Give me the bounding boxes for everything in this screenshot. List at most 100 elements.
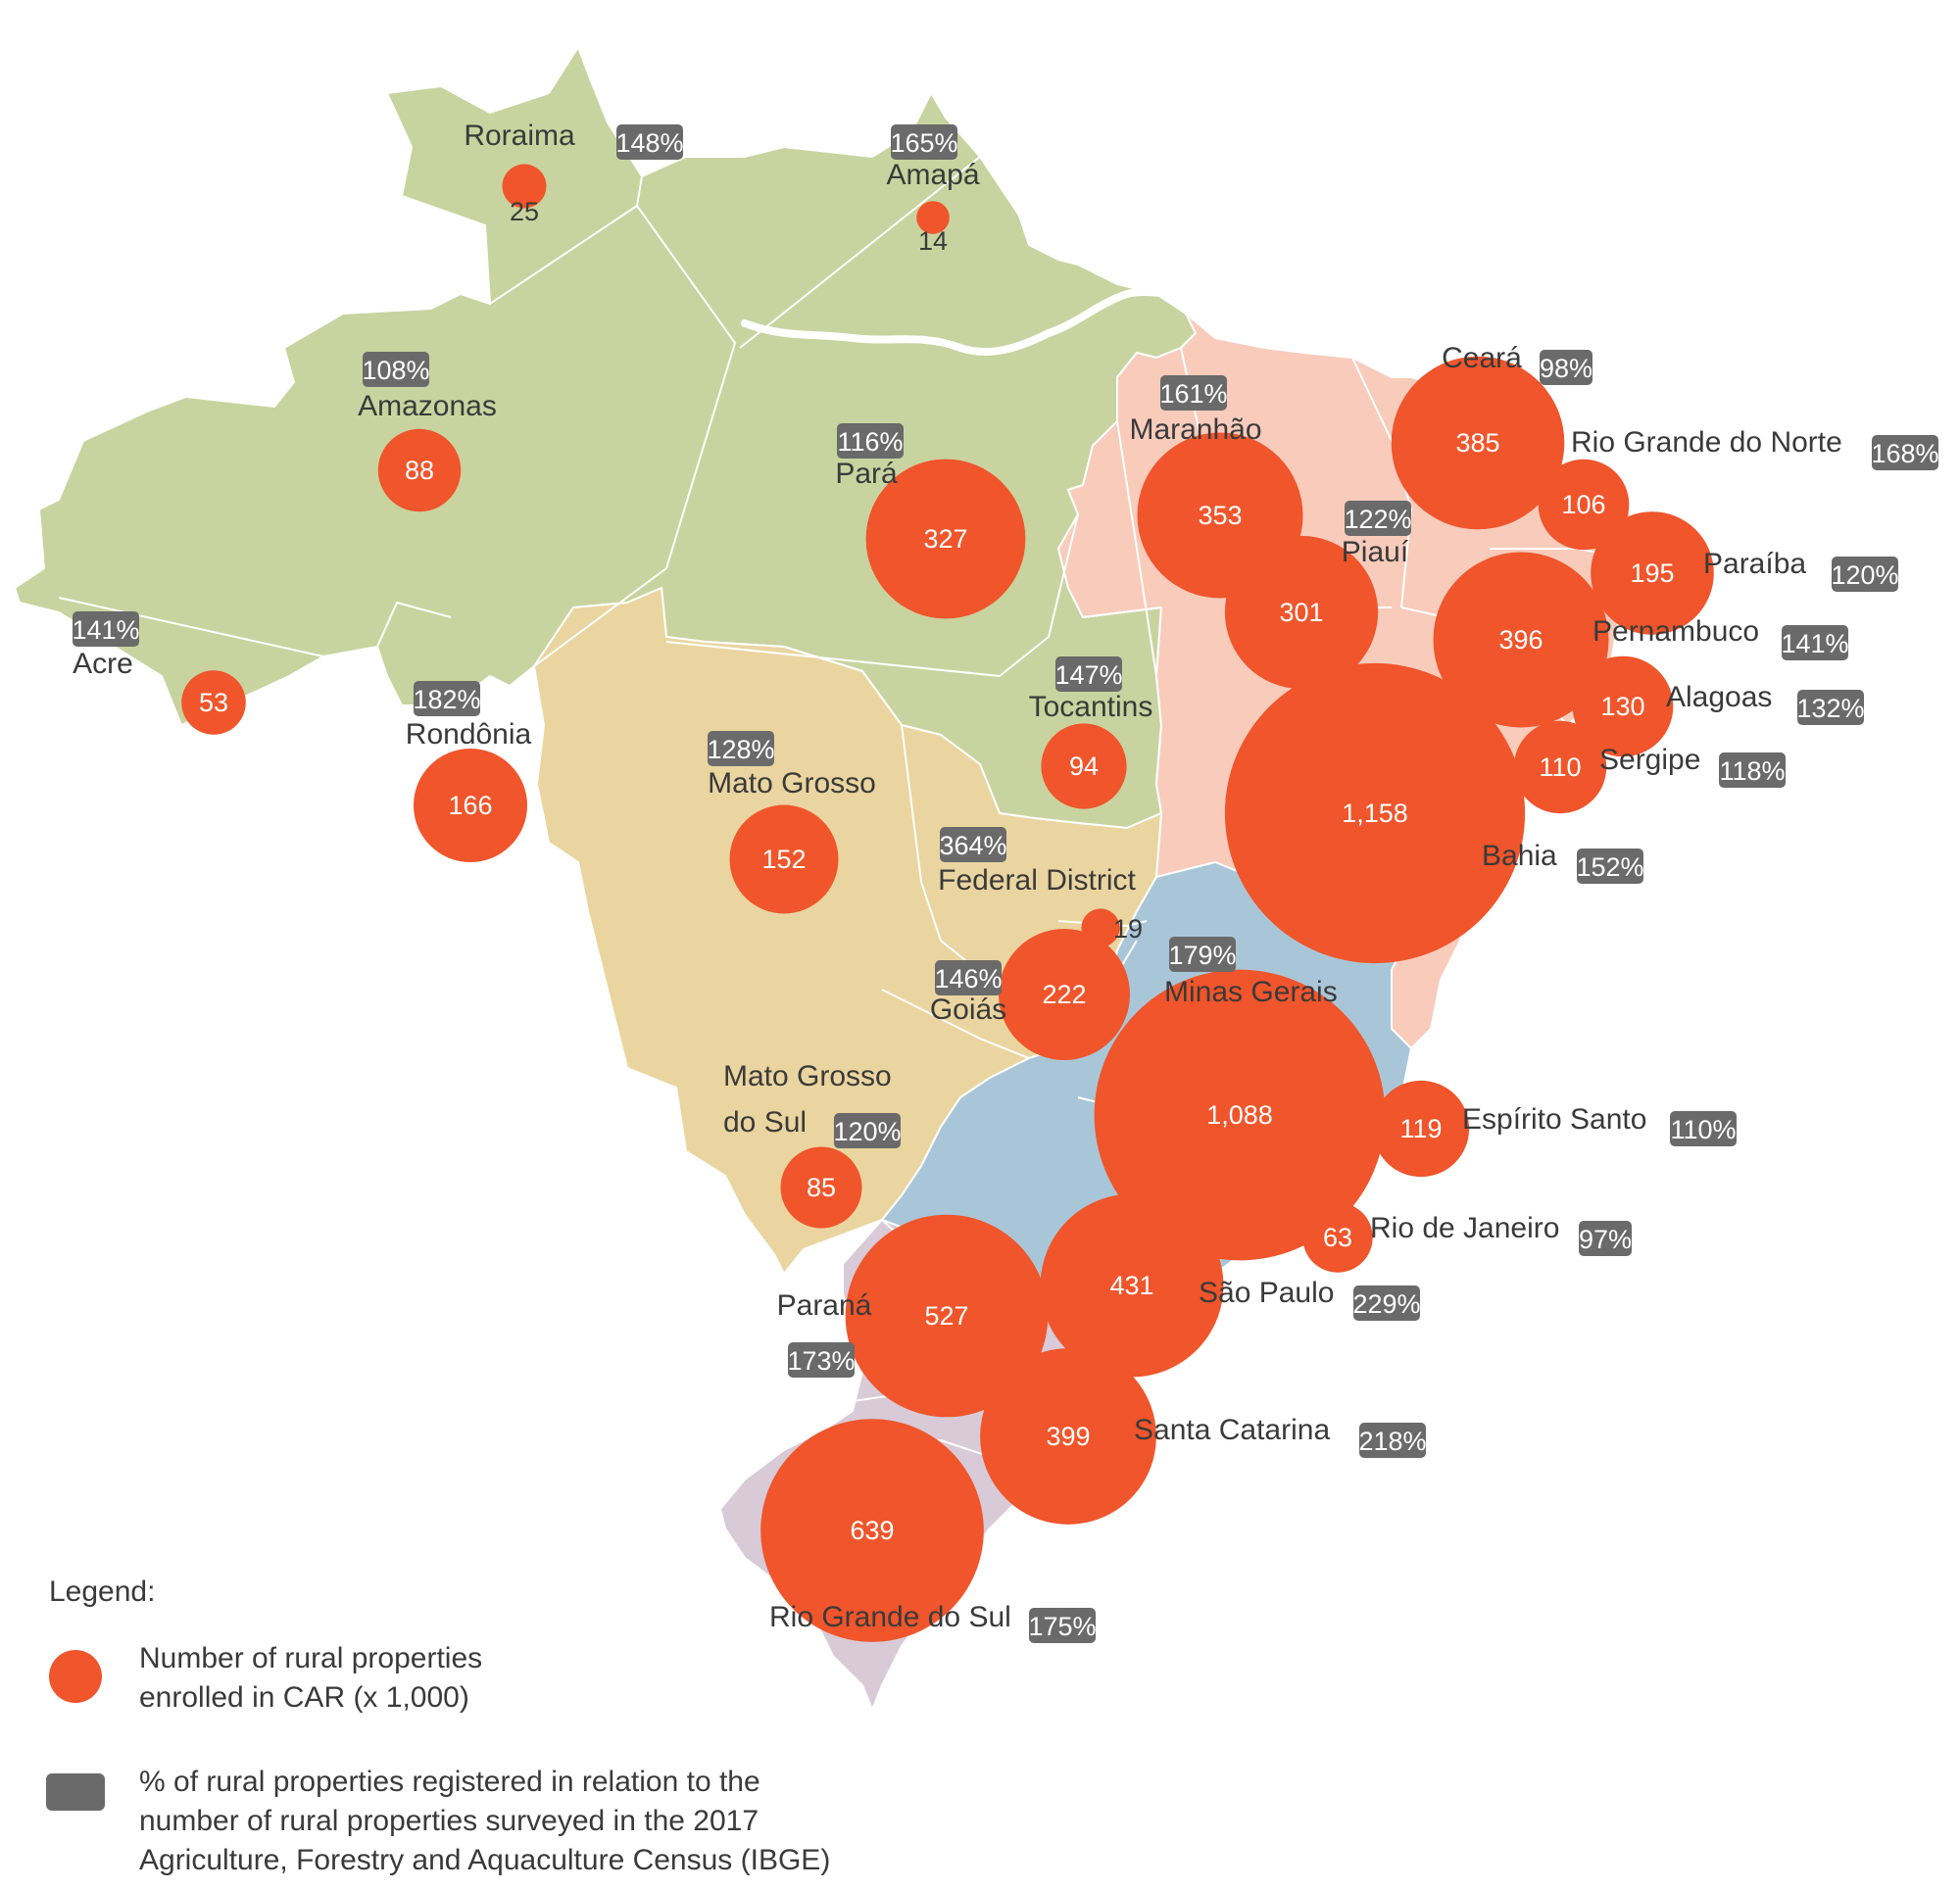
label-para: Pará	[835, 458, 898, 490]
percent-amazonas: 108%	[362, 356, 429, 385]
percent-badge-mato-grosso	[708, 731, 774, 766]
bubble-rondonia	[414, 749, 527, 862]
percent-sao-paulo: 229%	[1352, 1289, 1420, 1319]
label-parana: Paraná	[777, 1289, 872, 1322]
percent-alagoas: 132%	[1796, 694, 1864, 723]
bubble-sao-paulo	[1040, 1193, 1224, 1378]
percent-badge-amazonas	[363, 352, 429, 387]
percent-acre: 141%	[72, 615, 139, 645]
state-pernambuco: 396 Pernambuco 141%	[1433, 552, 1849, 728]
legend-bubble-line1: Number of rural properties	[139, 1642, 482, 1674]
percent-badge-amapa	[891, 124, 957, 160]
percent-badge-mato-grosso-do-sul	[834, 1113, 901, 1148]
bubble-parana	[845, 1214, 1049, 1418]
label-mato-grosso-do-sul-line1: Mato Grosso	[723, 1060, 892, 1092]
percent-badge-sao-paulo	[1353, 1285, 1420, 1321]
value-federal-district: 19	[1113, 914, 1143, 944]
value-alagoas: 130	[1600, 692, 1644, 721]
bubble-amazonas	[377, 428, 462, 512]
percent-badge-goias	[935, 960, 1002, 995]
label-sao-paulo: São Paulo	[1199, 1277, 1334, 1309]
label-pernambuco: Pernambuco	[1592, 615, 1759, 648]
label-bahia: Bahia	[1482, 840, 1557, 872]
percent-badge-bahia	[1577, 849, 1643, 884]
bubble-mato-grosso-do-sul	[780, 1146, 862, 1229]
percent-badge-pernambuco	[1782, 625, 1848, 660]
percent-badge-rio-grande-do-sul	[1029, 1608, 1096, 1643]
label-santa-catarina: Santa Catarina	[1134, 1414, 1330, 1446]
state-alagoas: 130 Alagoas 132%	[1572, 655, 1865, 757]
legend-bubble-line2: enrolled in CAR (x 1,000)	[139, 1681, 469, 1714]
percent-roraima: 148%	[615, 128, 683, 158]
bubble-rio-grande-do-sul	[760, 1419, 984, 1642]
bubble-rio-grande-do-norte	[1538, 459, 1630, 551]
label-rondonia: Rondônia	[406, 718, 532, 751]
bubble-espirito-santo	[1372, 1080, 1470, 1178]
bubble-roraima	[502, 164, 547, 209]
percent-bahia: 152%	[1576, 852, 1643, 882]
percent-mato-grosso: 128%	[707, 735, 774, 764]
value-roraima: 25	[510, 197, 539, 226]
state-sergipe: 110 Sergipe 118%	[1513, 720, 1786, 814]
state-rio-de-janeiro: 63 Rio de Janeiro 97%	[1302, 1202, 1632, 1273]
value-para: 327	[923, 524, 967, 554]
value-rondonia: 166	[448, 791, 492, 820]
bubble-santa-catarina	[980, 1348, 1156, 1525]
percent-federal-district: 364%	[939, 831, 1006, 860]
label-goias: Goiás	[930, 994, 1006, 1026]
value-rio-grande-do-norte: 106	[1561, 490, 1605, 519]
percent-para: 116%	[837, 427, 903, 457]
label-mato-grosso-do-sul-line2: do Sul	[723, 1106, 807, 1139]
percent-mato-grosso-do-sul: 120%	[833, 1117, 901, 1146]
percent-badge-rio-grande-do-norte	[1872, 435, 1938, 470]
percent-rio-grande-do-sul: 175%	[1028, 1612, 1096, 1641]
value-mato-grosso-do-sul: 85	[807, 1173, 836, 1202]
bubble-acre	[181, 670, 246, 735]
amazon-river	[741, 288, 1200, 357]
percent-tocantins: 147%	[1054, 660, 1122, 690]
percent-badge-ceara	[1540, 350, 1592, 385]
percent-rio-de-janeiro: 97%	[1579, 1225, 1632, 1254]
value-rio-de-janeiro: 63	[1323, 1223, 1352, 1252]
label-amapa: Amapá	[886, 159, 979, 191]
state-santa-catarina: 399 Santa Catarina 218%	[980, 1348, 1427, 1525]
percent-maranhao: 161%	[1159, 379, 1227, 409]
state-rio-grande-do-norte: 106 Rio Grande do Norte 168%	[1538, 426, 1939, 551]
label-piaui: Piauí	[1342, 536, 1409, 568]
state-rio-grande-do-sul: 639 Rio Grande do Sul 175%	[760, 1419, 1097, 1643]
value-rio-grande-do-sul: 639	[850, 1516, 894, 1545]
value-maranhao: 353	[1198, 501, 1242, 530]
percent-badge-tocantins	[1055, 656, 1122, 692]
value-santa-catarina: 399	[1046, 1422, 1090, 1451]
percent-amapa: 165%	[890, 128, 957, 158]
bubble-pernambuco	[1433, 552, 1609, 728]
percent-espirito-santo: 110%	[1670, 1115, 1736, 1144]
percent-ceara: 98%	[1540, 354, 1592, 383]
percent-badge-rio-de-janeiro	[1579, 1221, 1632, 1256]
label-acre: Acre	[73, 648, 133, 680]
percent-rio-grande-do-norte: 168%	[1871, 439, 1938, 468]
legend-bubble-icon	[49, 1650, 102, 1703]
percent-badge-espirito-santo	[1670, 1111, 1737, 1146]
percent-pernambuco: 141%	[1781, 629, 1848, 658]
value-sao-paulo: 431	[1109, 1271, 1153, 1300]
state-mato-grosso: 152 Mato Grosso 128%	[707, 731, 876, 914]
value-parana: 527	[924, 1301, 968, 1331]
label-paraiba: Paraíba	[1703, 548, 1806, 580]
state-roraima: 25 Roraima 148%	[464, 120, 683, 226]
bubble-rio-de-janeiro	[1302, 1202, 1373, 1273]
label-ceara: Ceará	[1442, 342, 1522, 374]
state-parana: 527 Paraná 173%	[777, 1214, 1049, 1418]
bubble-tocantins	[1041, 723, 1127, 809]
bubble-minas-gerais	[1094, 969, 1386, 1261]
legend-badge-line1: % of rural properties registered in rela…	[139, 1766, 760, 1798]
value-bahia: 1,158	[1342, 799, 1408, 828]
label-rio-grande-do-sul: Rio Grande do Sul	[769, 1601, 1011, 1633]
value-paraiba: 195	[1630, 558, 1674, 588]
legend-badge-line3: Agriculture, Forestry and Aquaculture Ce…	[139, 1844, 830, 1876]
percent-parana: 173%	[787, 1346, 855, 1376]
label-maranhao: Maranhão	[1129, 413, 1261, 446]
